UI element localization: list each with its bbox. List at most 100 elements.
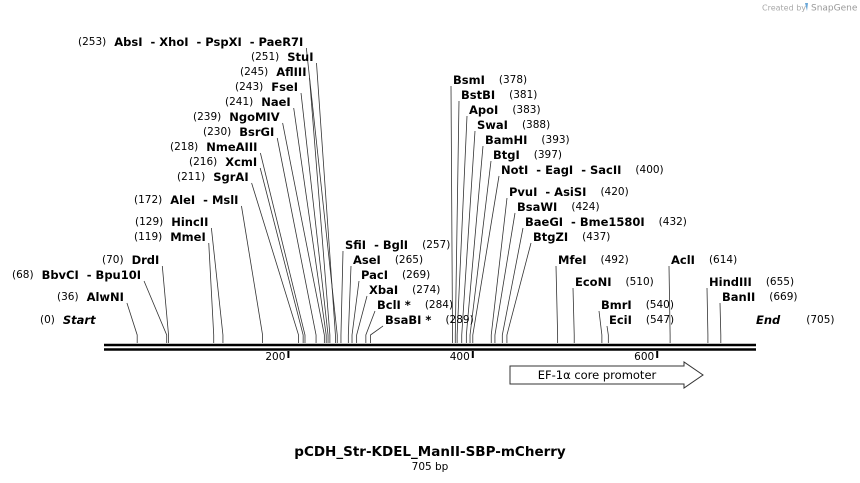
site-label: (230) BsrGI (203, 125, 274, 139)
cut-line (472, 175, 500, 343)
site-position: (216) (189, 156, 217, 168)
site-names: BclI * (377, 298, 411, 312)
site-names: BaeGI - Bme1580I (525, 215, 645, 229)
site-label: (119) MmeI (134, 230, 206, 244)
site-names: MmeI (170, 230, 206, 244)
site-names: AlwNI (87, 290, 124, 304)
cut-line (316, 62, 336, 343)
cut-line (259, 167, 304, 343)
site-position: (36) (57, 291, 79, 303)
map-length: 705 bp (412, 461, 449, 473)
site-names: PacI (361, 268, 388, 282)
site-names: BmrI (601, 298, 632, 312)
site-names: NmeAIII (206, 140, 257, 154)
site-names: HincII (171, 215, 208, 229)
cut-lines (126, 47, 722, 343)
site-names: AseI (353, 253, 381, 267)
cut-line (305, 47, 338, 343)
site-names: EcoNI (575, 275, 611, 289)
site-names: BbvCI - Bpu10I (42, 268, 141, 282)
site-names: BsaBI * (385, 313, 431, 327)
site-position: (378) (499, 74, 527, 86)
site-label: BclI * (284) (377, 298, 453, 312)
site-position: (253) (78, 36, 106, 48)
site-label: (243) FseI (235, 80, 298, 94)
site-names: XcmI (225, 155, 257, 169)
site-position: (397) (534, 149, 562, 161)
cut-line (300, 92, 329, 343)
site-label: (172) AleI - MslI (134, 193, 238, 207)
site-label: BsmI (378) (453, 73, 527, 87)
site-label: (241) NaeI (225, 95, 291, 109)
site-position: (269) (402, 269, 430, 281)
site-position: (400) (635, 164, 663, 176)
site-label: BmrI (540) (601, 298, 674, 312)
site-position: (540) (646, 299, 674, 311)
site-label: (70) DrdI (102, 253, 159, 267)
site-position: (284) (425, 299, 453, 311)
site-position: (381) (509, 89, 537, 101)
site-position: (510) (625, 276, 653, 288)
site-names: NaeI (261, 95, 290, 109)
site-position: (614) (709, 254, 737, 266)
cut-line (606, 325, 609, 343)
cut-line (251, 182, 299, 343)
site-label: ApoI (383) (469, 103, 541, 117)
site-label: NotI - EagI - SacII (400) (501, 163, 664, 177)
site-position: (241) (225, 96, 253, 108)
cut-line (572, 287, 575, 343)
site-label: AseI (265) (353, 253, 423, 267)
site-label: HindIII (655) (709, 275, 794, 289)
cut-line (598, 310, 603, 343)
cut-line (293, 107, 327, 343)
site-names: BtgZI (533, 230, 568, 244)
site-position: (129) (135, 216, 163, 228)
map-title: pCDH_Str-KDEL_ManII-SBP-mCherry (294, 444, 566, 460)
site-names: BanII (722, 290, 755, 304)
tick-label: 400 (450, 351, 470, 363)
site-label: (68) BbvCI - Bpu10I (12, 268, 141, 282)
site-position: (393) (541, 134, 569, 146)
cut-line (282, 122, 325, 343)
cut-line (276, 137, 317, 343)
cut-line (370, 325, 384, 343)
cut-line (260, 152, 306, 343)
site-label: PacI (269) (361, 268, 430, 282)
ruler: 200 400 600 (265, 351, 659, 363)
site-names: AleI - MslI (170, 193, 238, 207)
site-label: (239) NgoMIV (193, 110, 280, 124)
tick-label: 200 (265, 351, 285, 363)
site-names: FseI (271, 80, 298, 94)
site-label: BsaWI (424) (517, 200, 600, 214)
site-names: BstBI (461, 88, 495, 102)
site-position: (218) (170, 141, 198, 153)
site-position: (230) (203, 126, 231, 138)
site-position: (655) (766, 276, 794, 288)
site-label: (251) StuI (251, 50, 313, 64)
site-position: (705) (806, 314, 834, 326)
site-label: BamHI (393) (485, 133, 570, 147)
site-names: AflIII (276, 65, 306, 79)
site-label: BanII (669) (722, 290, 798, 304)
site-label: BtgI (397) (493, 148, 562, 162)
site-names: PvuI - AsiSI (509, 185, 586, 199)
cut-line (465, 145, 484, 343)
cut-line (161, 265, 169, 343)
site-label: (211) SgrAI (177, 170, 249, 184)
site-label: XbaI (274) (369, 283, 440, 297)
site-position: (0) (40, 314, 55, 326)
site-label: AclI (614) (671, 253, 737, 267)
site-position: (243) (235, 81, 263, 93)
cut-line (490, 197, 508, 343)
site-position: (547) (646, 314, 674, 326)
site-names: BsaWI (517, 200, 557, 214)
site-position: (669) (769, 291, 797, 303)
site-label: (129) HincII (135, 215, 208, 229)
cut-line (668, 265, 671, 343)
site-names: EciI (609, 313, 632, 327)
site-position: (68) (12, 269, 34, 281)
site-label: (0) Start (40, 313, 96, 327)
site-names: DrdI (132, 253, 160, 267)
site-names: XbaI (369, 283, 398, 297)
cut-line (340, 250, 344, 343)
